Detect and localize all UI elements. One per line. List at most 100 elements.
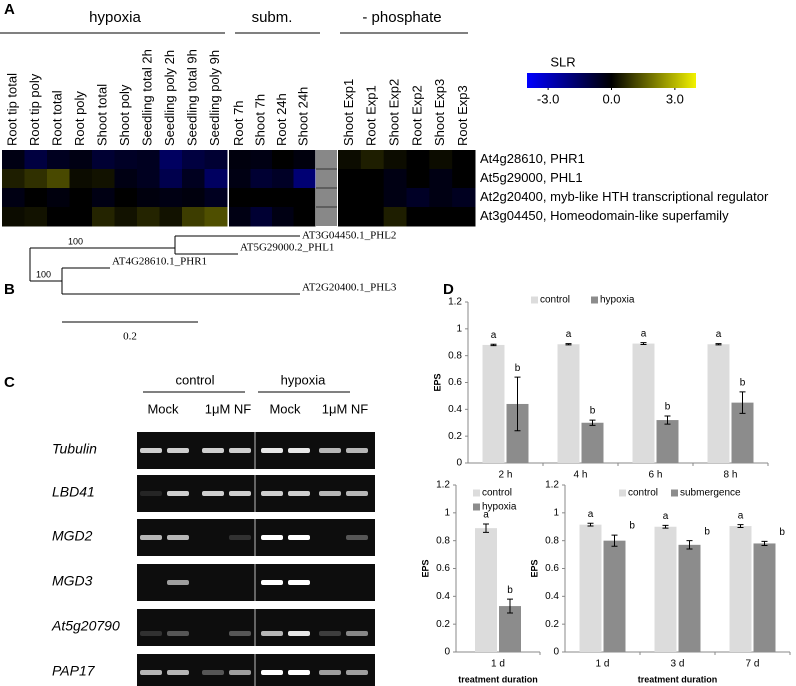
band [288, 580, 310, 585]
significance-letter: a [641, 328, 647, 339]
heat-cell [360, 188, 385, 208]
heat-cell [92, 207, 115, 227]
tree-branches [29, 235, 300, 295]
column-label: Seedling poly 2h [162, 50, 177, 146]
heat-cell [272, 207, 294, 227]
bar [482, 344, 505, 463]
band [229, 670, 251, 675]
x-axis-label: treatment duration [458, 674, 538, 684]
band [140, 535, 162, 540]
group-label: subm. [252, 9, 293, 26]
heat-cell [293, 188, 316, 208]
y-tick-label: 0.2 [545, 619, 559, 630]
heat-cell [24, 207, 48, 227]
error-bar [611, 534, 618, 547]
significance-letter: a [588, 509, 594, 520]
column-label: Seedling total 9h [185, 49, 200, 146]
error-bar [739, 391, 746, 414]
heat-cell [159, 188, 183, 208]
band [288, 535, 310, 540]
y-axis-label: EPS [420, 559, 430, 577]
bar [603, 540, 626, 652]
panel-label: C [4, 374, 15, 391]
error-bar [761, 540, 768, 547]
heat-cell [360, 169, 385, 189]
heat-cell [24, 150, 48, 170]
column-label: Shoot Exp3 [432, 79, 447, 146]
bar [678, 544, 701, 652]
y-axis-label: EPS [432, 373, 442, 391]
y-tick-label: 1 [456, 323, 462, 334]
band [261, 535, 283, 540]
column-label: Seedling total 2h [140, 49, 155, 146]
error-bar [490, 343, 497, 347]
heat-cell [137, 207, 160, 227]
bar [656, 420, 679, 463]
group-label: hypoxia [89, 9, 141, 26]
heat-cell [406, 207, 430, 227]
heat-cell [47, 150, 70, 170]
band [319, 670, 341, 675]
gel-box [137, 609, 375, 646]
legend-swatch [619, 489, 626, 497]
y-tick-label: 1.2 [448, 297, 462, 308]
group-label: - phosphate [362, 9, 441, 26]
column-label: Root total [50, 90, 65, 146]
band [229, 448, 251, 453]
gene-label: LBD41 [52, 484, 95, 500]
heat-cell [69, 188, 93, 208]
leaf-label: AT3G04450.1_PHL2 [302, 230, 396, 242]
legend-label: control [540, 295, 570, 306]
heat-cell [204, 188, 228, 208]
heat-cell [229, 169, 251, 189]
heat-cell [429, 150, 453, 170]
heat-cell [338, 207, 362, 227]
heat-cell [182, 150, 205, 170]
error-bar [483, 523, 489, 533]
column-label: Shoot total [95, 84, 110, 146]
y-tick-label: 0.6 [436, 563, 450, 574]
leaf-label: AT5G29000.2_PHL1 [240, 242, 334, 254]
scale-label: 0.2 [123, 331, 137, 343]
heat-cell [229, 207, 251, 227]
band [261, 580, 283, 585]
significance-letter: b [704, 526, 710, 537]
gene-label: Tubulin [52, 441, 97, 457]
bar [475, 528, 497, 652]
heat-cell [250, 188, 273, 208]
significance-letter: b [740, 378, 746, 389]
band [202, 491, 224, 496]
heat-cell [204, 169, 228, 189]
band [140, 670, 162, 675]
heat-cell [383, 207, 407, 227]
column-label: Shoot poly [117, 84, 132, 146]
band [167, 535, 189, 540]
leaf-label: AT2G20400.1_PHL3 [302, 282, 397, 294]
y-tick-label: 0.4 [448, 404, 462, 415]
colorbar-title: SLR [550, 54, 575, 69]
error-bar [715, 343, 722, 346]
heat-cell [92, 150, 115, 170]
y-tick-label: 1 [444, 507, 450, 518]
bar [753, 543, 776, 652]
heat-cell [137, 150, 160, 170]
y-tick-label: 0.6 [545, 563, 559, 574]
heat-cell [338, 150, 362, 170]
heat-cell [293, 207, 316, 227]
column-label: Seedling poly 9h [207, 50, 222, 146]
column-label: Root 7h [231, 100, 246, 146]
column-label: Root tip total [5, 73, 20, 146]
heat-cell [429, 207, 453, 227]
heat-cell [47, 169, 70, 189]
bar [581, 422, 604, 463]
band [319, 631, 341, 636]
legend-label: control [628, 488, 658, 499]
y-tick-label: 0.2 [448, 431, 462, 442]
bar [729, 526, 752, 652]
x-tick-label: 4 h [574, 470, 588, 481]
heat-cell [92, 169, 115, 189]
y-tick-label: 0.4 [436, 591, 450, 602]
band [167, 448, 189, 453]
heat-cell [293, 169, 316, 189]
x-tick-label: 1 d [491, 659, 505, 670]
